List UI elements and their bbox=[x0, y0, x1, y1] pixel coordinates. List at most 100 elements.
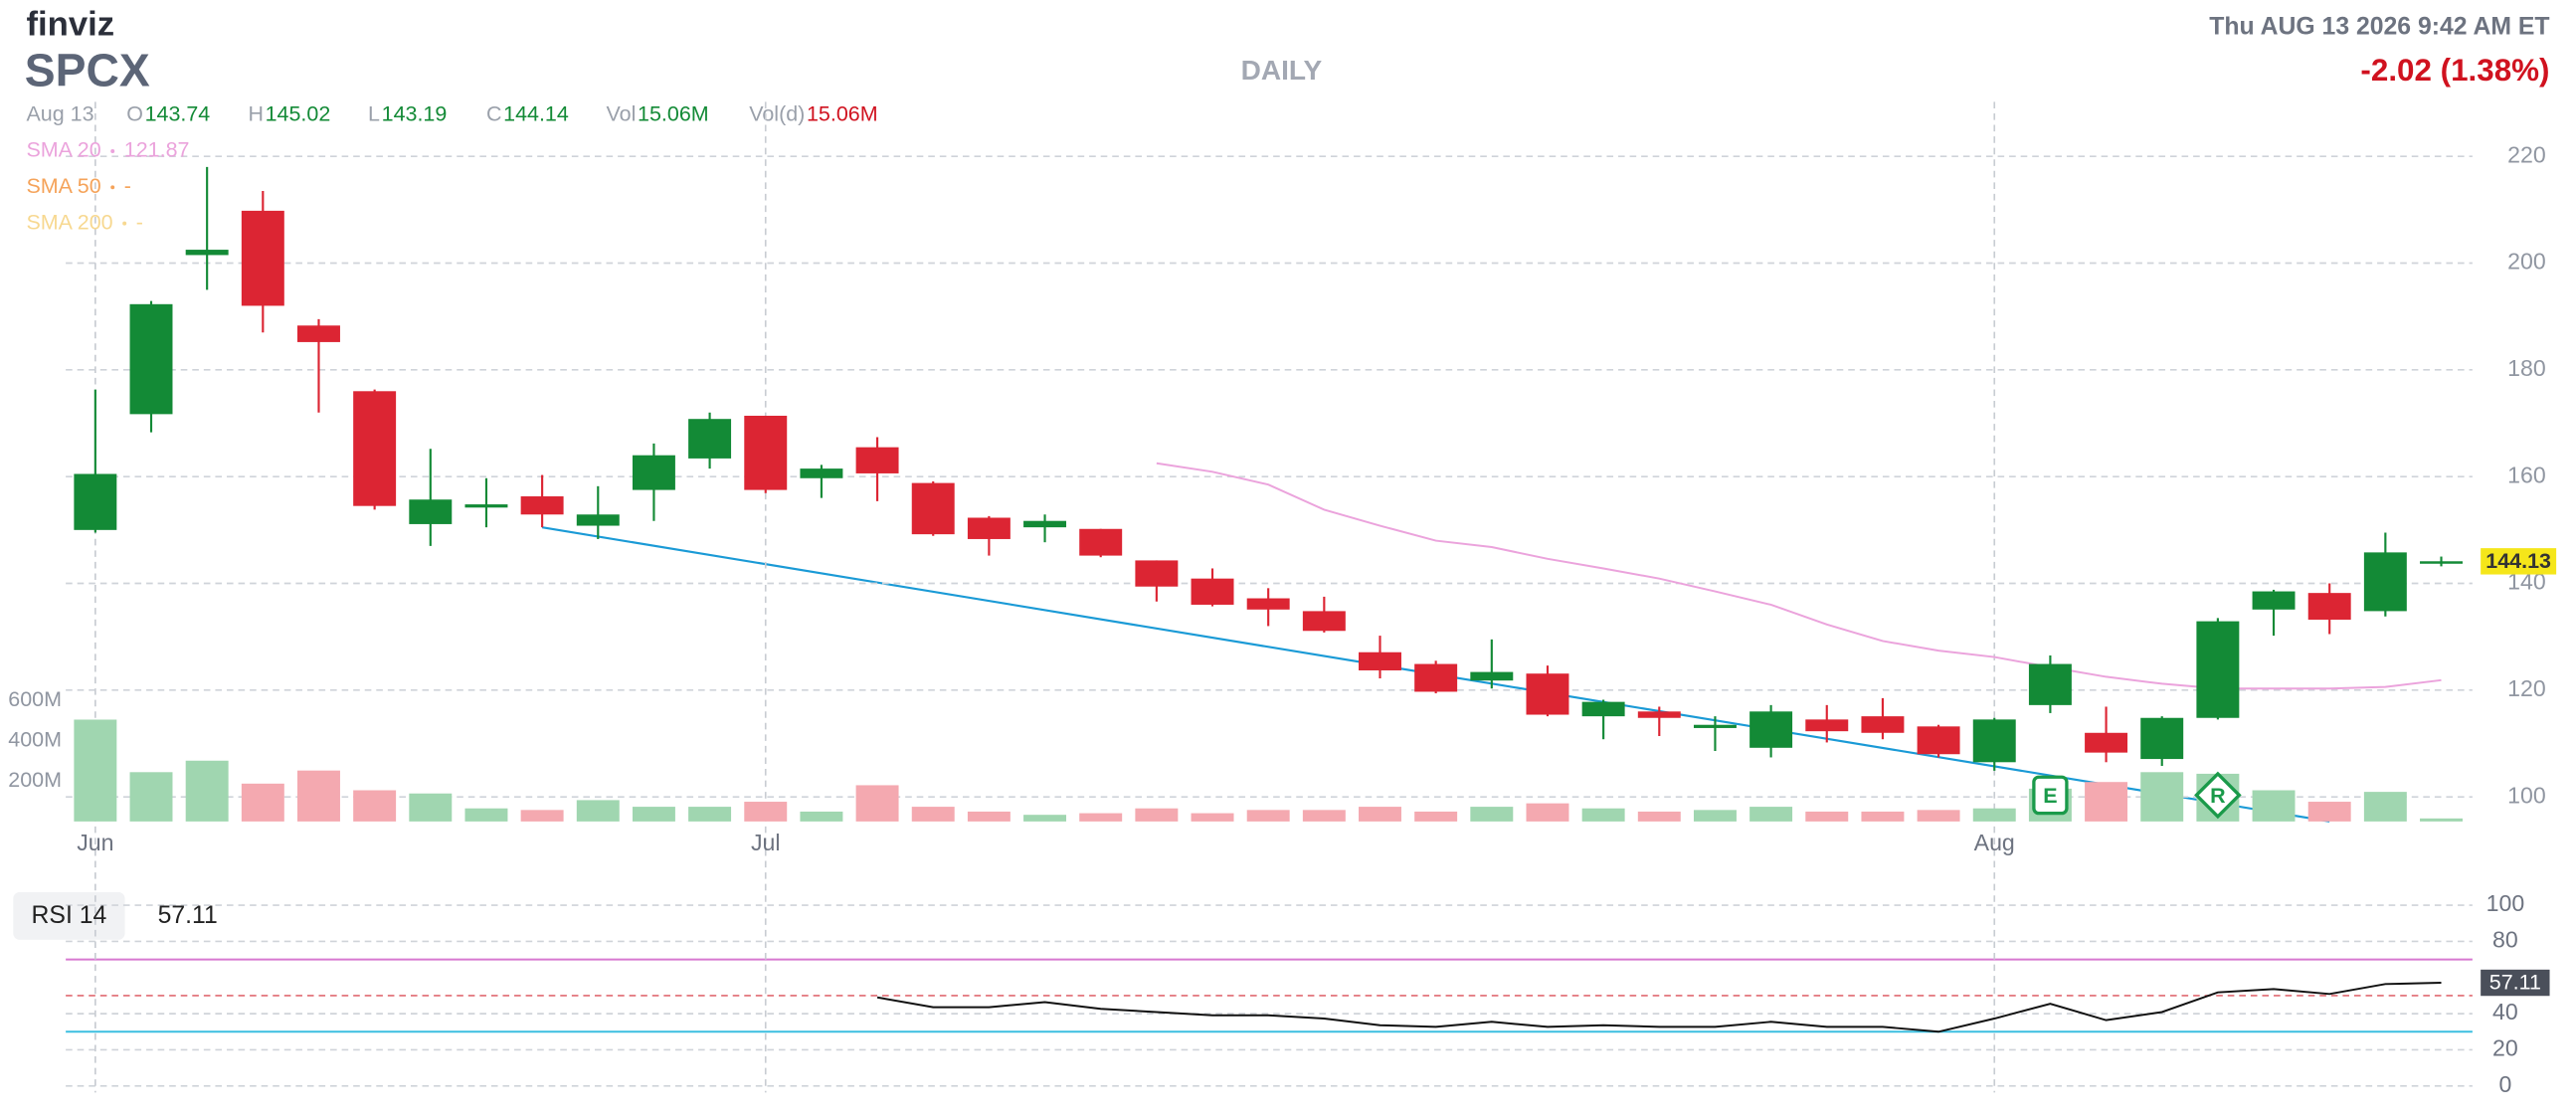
candle-body bbox=[1637, 711, 1681, 718]
ohlc-value: 145.02 bbox=[266, 101, 331, 125]
ohlc-value: 143.74 bbox=[145, 101, 211, 125]
volume-bar bbox=[520, 810, 564, 822]
candle-body bbox=[74, 473, 117, 530]
legend-name: SMA 200 bbox=[26, 210, 112, 234]
ohlc-label: L bbox=[368, 101, 380, 125]
legend-name: SMA 50 bbox=[26, 174, 100, 198]
ohlc-label: Vol bbox=[607, 101, 637, 125]
candle-body bbox=[1246, 598, 1290, 610]
volume-bar bbox=[241, 783, 284, 822]
volume-bar bbox=[1302, 810, 1346, 822]
candle-body bbox=[632, 455, 675, 490]
volume-bar bbox=[576, 800, 620, 822]
volume-bar bbox=[409, 793, 453, 822]
candle-body bbox=[1023, 520, 1067, 528]
volume-bar bbox=[967, 811, 1011, 822]
volume-bar bbox=[855, 785, 899, 822]
candle-body bbox=[2028, 663, 2072, 705]
candle-body bbox=[1581, 701, 1625, 717]
candle-body bbox=[464, 504, 508, 508]
rsi-badge bbox=[2481, 969, 2550, 997]
volume-bar bbox=[1470, 807, 1514, 822]
candle-body bbox=[1526, 673, 1569, 715]
candle-body bbox=[800, 468, 843, 478]
volume-bar bbox=[1526, 803, 1569, 822]
candle-body bbox=[1749, 711, 1793, 748]
legend-dot bbox=[122, 221, 127, 226]
volume-tick-label: 200M bbox=[8, 768, 62, 792]
ohlc-label: H bbox=[248, 101, 264, 125]
sma-line bbox=[1156, 462, 2442, 690]
x-tick-label: Aug bbox=[1974, 830, 2015, 855]
rsi-tick-label: 20 bbox=[2492, 1035, 2518, 1061]
candle-body bbox=[1135, 560, 1179, 587]
volume-tick-label: 400M bbox=[8, 728, 62, 752]
volume-bar bbox=[353, 790, 397, 822]
legend-name: SMA 20 bbox=[26, 138, 100, 162]
volume-bar bbox=[744, 802, 788, 822]
volume-bar bbox=[1414, 811, 1458, 822]
volume-bar bbox=[688, 807, 732, 822]
volume-bar bbox=[74, 719, 117, 822]
rsi-tick-label: 80 bbox=[2492, 927, 2518, 953]
rsi-value: 57.11 bbox=[158, 902, 218, 929]
volume-bar bbox=[1749, 807, 1793, 822]
ohlc-value: 144.14 bbox=[503, 101, 569, 125]
volume-bar bbox=[1805, 811, 1849, 822]
ohlc-value: 15.06M bbox=[807, 101, 878, 125]
volume-bar bbox=[911, 807, 955, 822]
volume-bar bbox=[1359, 807, 1401, 822]
volume-bar bbox=[1861, 811, 1905, 822]
candle-body bbox=[409, 499, 453, 524]
rsi-name: RSI 14 bbox=[32, 902, 107, 929]
y-tick-label: 200 bbox=[2507, 249, 2546, 275]
candle-body bbox=[744, 415, 788, 490]
candle-body bbox=[297, 325, 340, 342]
volume-bar bbox=[129, 772, 173, 822]
ohlc-label: C bbox=[486, 101, 502, 125]
rsi-badge-label: 57.11 bbox=[2489, 971, 2541, 995]
volume-bar bbox=[464, 808, 508, 822]
rsi-tick-label: 0 bbox=[2498, 1071, 2511, 1097]
volume-bar bbox=[1023, 815, 1067, 822]
candle-body bbox=[2196, 621, 2240, 718]
x-tick-label: Jul bbox=[751, 830, 781, 855]
event-label: R bbox=[2210, 784, 2226, 808]
legend-value: - bbox=[136, 210, 143, 234]
volume-bar bbox=[2307, 802, 2351, 822]
rsi-line bbox=[876, 982, 2442, 1033]
volume-bar bbox=[1246, 810, 1290, 822]
legend-value: - bbox=[124, 174, 131, 198]
volume-bar bbox=[2085, 782, 2128, 822]
datetime: Thu AUG 13 2026 9:42 AM ET bbox=[2209, 14, 2549, 41]
volume-bar bbox=[1079, 813, 1123, 822]
rsi-tick-label: 40 bbox=[2492, 999, 2518, 1025]
brand: finviz bbox=[26, 6, 114, 44]
legend-value: 121.87 bbox=[124, 138, 190, 162]
volume-bar bbox=[2140, 772, 2184, 822]
volume-bar bbox=[2363, 792, 2407, 822]
volume-bar bbox=[1972, 808, 2016, 822]
candle-body bbox=[1693, 724, 1737, 728]
candle-body bbox=[241, 210, 284, 306]
candle-body bbox=[129, 303, 173, 415]
legend-dot bbox=[110, 185, 115, 190]
volume-tick-label: 600M bbox=[8, 687, 62, 711]
candle-body bbox=[2307, 593, 2351, 620]
ohlc-value: 15.06M bbox=[638, 101, 709, 125]
volume-bar bbox=[1135, 808, 1179, 822]
event-icon bbox=[2194, 771, 2242, 820]
event-icon bbox=[2032, 775, 2069, 816]
event-label: E bbox=[2043, 784, 2057, 808]
candle-body bbox=[688, 419, 732, 459]
legend-dot bbox=[110, 148, 115, 153]
volume-bar bbox=[2420, 818, 2463, 822]
candle-body bbox=[1191, 578, 1234, 605]
last-price-label: 144.13 bbox=[2485, 549, 2551, 573]
y-tick-label: 160 bbox=[2507, 462, 2546, 487]
candle-body bbox=[520, 496, 564, 515]
x-tick-label: Jun bbox=[77, 830, 113, 855]
candle-body bbox=[911, 482, 955, 535]
